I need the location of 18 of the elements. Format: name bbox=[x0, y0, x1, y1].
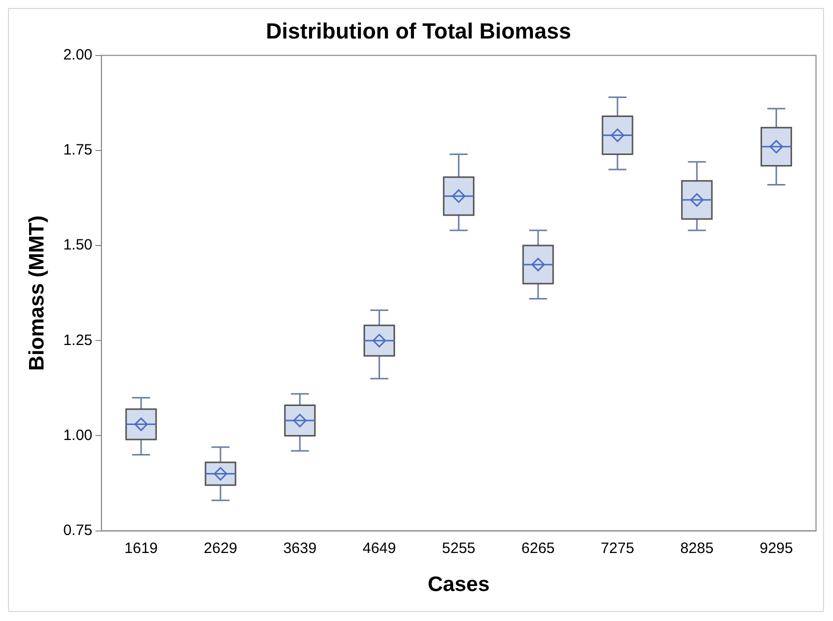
x-tick-label: 5255 bbox=[442, 540, 476, 557]
y-tick-label: 1.50 bbox=[63, 236, 92, 254]
x-tick-label: 7275 bbox=[600, 540, 634, 557]
y-tick-label: 2.00 bbox=[63, 46, 92, 64]
x-tick-label: 8285 bbox=[680, 540, 714, 557]
y-tick-label: 1.75 bbox=[63, 142, 92, 159]
x-axis-title: Cases bbox=[428, 573, 490, 596]
x-tick-label: 3639 bbox=[283, 540, 317, 557]
chart-title: Distribution of Total Biomass bbox=[266, 18, 572, 44]
x-tick-label: 2629 bbox=[204, 540, 238, 557]
y-tick-label: 1.00 bbox=[63, 426, 92, 444]
x-tick-label: 1619 bbox=[124, 540, 158, 557]
y-tick-label: 1.25 bbox=[63, 332, 92, 349]
y-axis-title: Biomass (MMT) bbox=[25, 216, 48, 371]
x-tick-label: 4649 bbox=[362, 540, 396, 557]
x-tick-label: 9295 bbox=[760, 540, 793, 557]
y-tick-label: 0.75 bbox=[63, 522, 92, 539]
x-tick-label: 6265 bbox=[521, 540, 555, 557]
